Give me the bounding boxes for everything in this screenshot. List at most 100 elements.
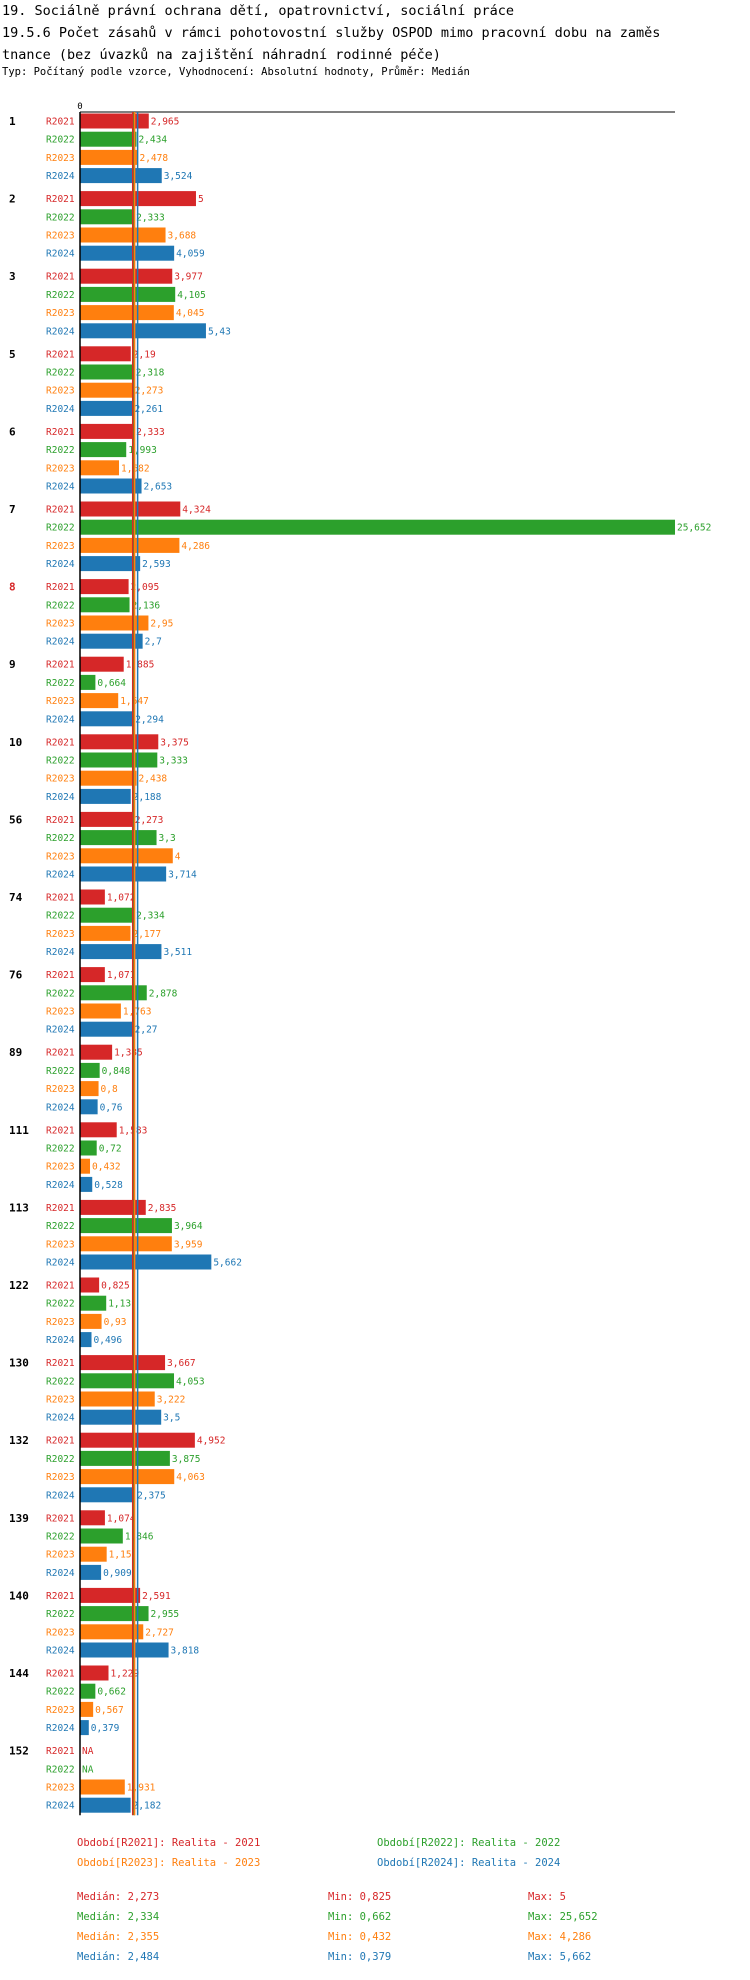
value-label-7-R2023: 4,286 [181, 541, 210, 552]
bar-140-R2024 [80, 1642, 169, 1658]
value-label-10-R2023: 2,438 [139, 774, 168, 785]
bar-113-R2023 [80, 1236, 172, 1252]
bar-5-R2024 [80, 400, 133, 416]
value-label-8-R2022: 2,136 [132, 600, 161, 611]
group-label-5: 5 [9, 348, 16, 361]
value-label-140-R2024: 3,818 [171, 1646, 200, 1657]
group-label-8: 8 [9, 581, 16, 594]
bar-10-R2024 [80, 788, 131, 804]
value-label-122-R2023: 0,93 [104, 1317, 127, 1328]
series-label-6-R2024: R2024 [46, 482, 75, 493]
value-label-139-R2024: 0,909 [103, 1568, 132, 1579]
stat-max-R2022: Max: 25,652 [528, 1911, 598, 1923]
bar-3-R2022 [80, 286, 176, 302]
value-label-152-R2024: 2,182 [133, 1801, 162, 1812]
bar-5-R2021 [80, 346, 131, 362]
value-label-5-R2023: 2,273 [135, 386, 164, 397]
series-label-1-R2021: R2021 [46, 117, 75, 128]
bar-2-R2022 [80, 209, 135, 225]
series-label-144-R2021: R2021 [46, 1669, 75, 1680]
bar-5-R2023 [80, 382, 133, 398]
series-label-1-R2023: R2023 [46, 153, 75, 164]
bar-1-R2023 [80, 149, 138, 165]
value-label-122-R2021: 0,825 [101, 1281, 130, 1292]
series-label-1-R2022: R2022 [46, 135, 75, 146]
group-label-111: 111 [9, 1124, 29, 1137]
series-label-9-R2022: R2022 [46, 678, 75, 689]
series-label-132-R2024: R2024 [46, 1490, 75, 1501]
series-label-10-R2021: R2021 [46, 737, 75, 748]
series-label-74-R2023: R2023 [46, 929, 75, 940]
series-label-9-R2021: R2021 [46, 660, 75, 671]
stat-max-R2023: Max: 4,286 [528, 1931, 592, 1943]
series-label-7-R2024: R2024 [46, 559, 75, 570]
stat-median-R2021: Medián: 2,273 [77, 1891, 160, 1903]
series-label-76-R2024: R2024 [46, 1025, 75, 1036]
series-label-111-R2021: R2021 [46, 1125, 75, 1136]
series-label-152-R2022: R2022 [46, 1764, 75, 1775]
stat-min-R2022: Min: 0,662 [328, 1911, 392, 1923]
value-label-76-R2021: 1,071 [107, 970, 136, 981]
bar-76-R2021 [80, 967, 105, 983]
chart-subtitle: Typ: Počítaný podle vzorce, Vyhodnocení:… [2, 66, 470, 78]
value-label-111-R2022: 0,72 [99, 1144, 122, 1155]
legend-item-R2022: Období[R2022]: Realita - 2022 [377, 1837, 561, 1849]
series-label-132-R2022: R2022 [46, 1454, 75, 1465]
series-label-5-R2024: R2024 [46, 404, 75, 415]
value-label-76-R2022: 2,878 [149, 988, 178, 999]
bar-56-R2022 [80, 830, 157, 846]
series-label-152-R2021: R2021 [46, 1746, 75, 1757]
value-label-122-R2024: 0,496 [94, 1335, 123, 1346]
bar-76-R2024 [80, 1021, 133, 1037]
title-line-2: 19.5.6 Počet zásahů v rámci pohotovostní… [2, 25, 661, 41]
group-label-122: 122 [9, 1279, 29, 1292]
legend-item-R2023: Období[R2023]: Realita - 2023 [77, 1857, 261, 1869]
series-label-111-R2023: R2023 [46, 1162, 75, 1173]
bar-74-R2022 [80, 907, 135, 923]
value-label-152-R2023: 1,931 [127, 1783, 156, 1794]
value-label-144-R2021: 1,229 [111, 1669, 140, 1680]
bar-130-R2022 [80, 1373, 175, 1389]
series-label-140-R2023: R2023 [46, 1627, 75, 1638]
stat-max-R2021: Max: 5 [528, 1891, 566, 1903]
bar-140-R2022 [80, 1606, 149, 1622]
series-label-132-R2023: R2023 [46, 1472, 75, 1483]
title-line-3: tnance (bez úvazků na zajištění náhradní… [2, 47, 441, 63]
series-label-140-R2024: R2024 [46, 1646, 75, 1657]
group-label-89: 89 [9, 1046, 22, 1059]
value-label-1-R2021: 2,965 [151, 117, 180, 128]
bar-9-R2022 [80, 674, 96, 690]
value-label-113-R2021: 2,835 [148, 1203, 177, 1214]
value-label-10-R2021: 3,375 [160, 737, 189, 748]
value-label-56-R2021: 2,273 [135, 815, 164, 826]
value-label-130-R2023: 3,222 [157, 1395, 186, 1406]
bar-144-R2024 [80, 1720, 89, 1736]
bar-9-R2024 [80, 711, 134, 727]
value-label-3-R2021: 3,977 [174, 272, 203, 283]
value-label-8-R2024: 2,7 [145, 637, 162, 648]
value-label-130-R2024: 3,5 [163, 1413, 180, 1424]
series-label-9-R2024: R2024 [46, 714, 75, 725]
bar-139-R2021 [80, 1510, 105, 1526]
bar-8-R2024 [80, 633, 143, 649]
value-label-111-R2023: 0,432 [92, 1162, 121, 1173]
bar-144-R2021 [80, 1665, 109, 1681]
series-label-8-R2022: R2022 [46, 600, 75, 611]
bar-113-R2022 [80, 1218, 172, 1234]
bar-6-R2023 [80, 460, 120, 476]
value-label-132-R2022: 3,875 [172, 1454, 201, 1465]
series-label-3-R2021: R2021 [46, 272, 75, 283]
group-label-6: 6 [9, 425, 16, 438]
value-label-139-R2021: 1,074 [107, 1513, 136, 1524]
bar-122-R2023 [80, 1313, 102, 1329]
bar-122-R2021 [80, 1277, 100, 1293]
bar-122-R2024 [80, 1332, 92, 1348]
value-label-132-R2023: 4,063 [176, 1472, 205, 1483]
series-label-139-R2024: R2024 [46, 1568, 75, 1579]
value-label-122-R2022: 1,13 [108, 1299, 131, 1310]
series-label-2-R2023: R2023 [46, 231, 75, 242]
series-label-56-R2022: R2022 [46, 833, 75, 844]
value-label-140-R2023: 2,727 [145, 1627, 174, 1638]
series-label-113-R2021: R2021 [46, 1203, 75, 1214]
value-label-2-R2021: 5 [198, 194, 204, 205]
